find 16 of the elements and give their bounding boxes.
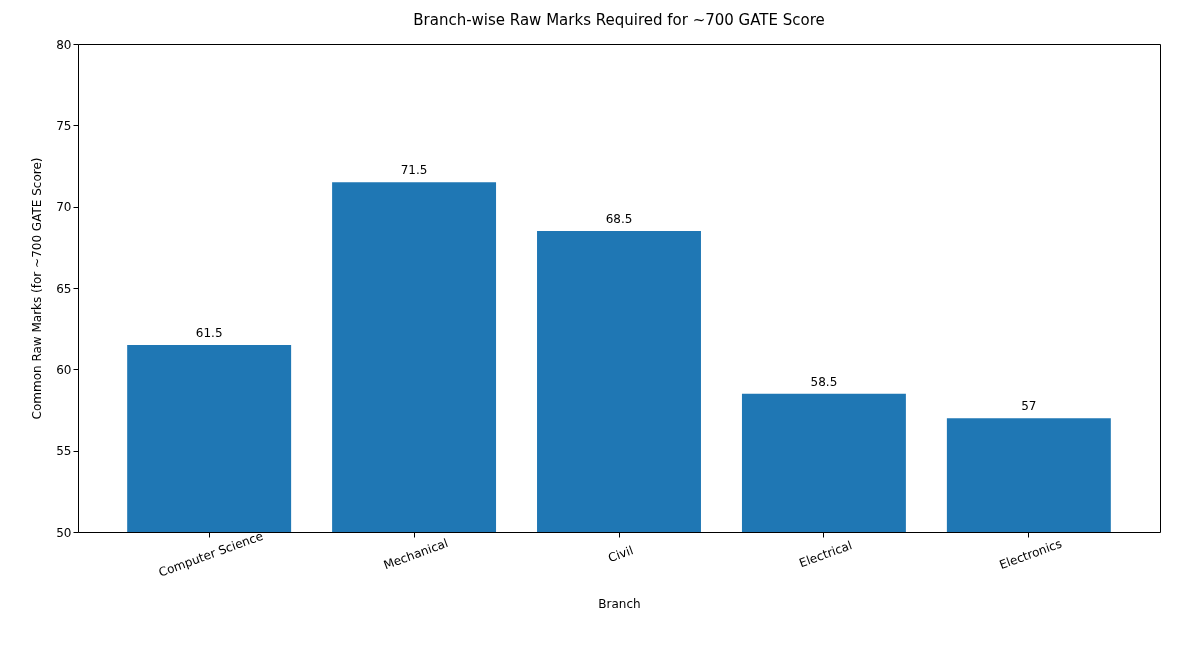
data-label: 71.5 — [400, 163, 428, 178]
data-label: 61.5 — [195, 325, 223, 340]
x-tick-label: Civil — [606, 543, 636, 566]
y-tick-label: 75 — [56, 118, 72, 133]
y-tick-label: 60 — [56, 362, 72, 377]
y-tick-label: 65 — [56, 281, 72, 296]
data-label: 68.5 — [605, 212, 633, 227]
y-tick-label: 50 — [56, 525, 72, 540]
chart-title: Branch-wise Raw Marks Required for ~700 GATE Score — [413, 11, 825, 29]
y-axis-title: Common Raw Marks (for ~700 GATE Score) — [30, 157, 45, 420]
y-tick-label: 70 — [56, 200, 72, 215]
data-label: 57 — [1021, 399, 1037, 414]
data-label: 58.5 — [810, 374, 838, 389]
y-tick-label: 55 — [56, 444, 72, 459]
x-axis-title: Branch — [598, 596, 641, 611]
y-tick-label: 80 — [56, 37, 72, 52]
